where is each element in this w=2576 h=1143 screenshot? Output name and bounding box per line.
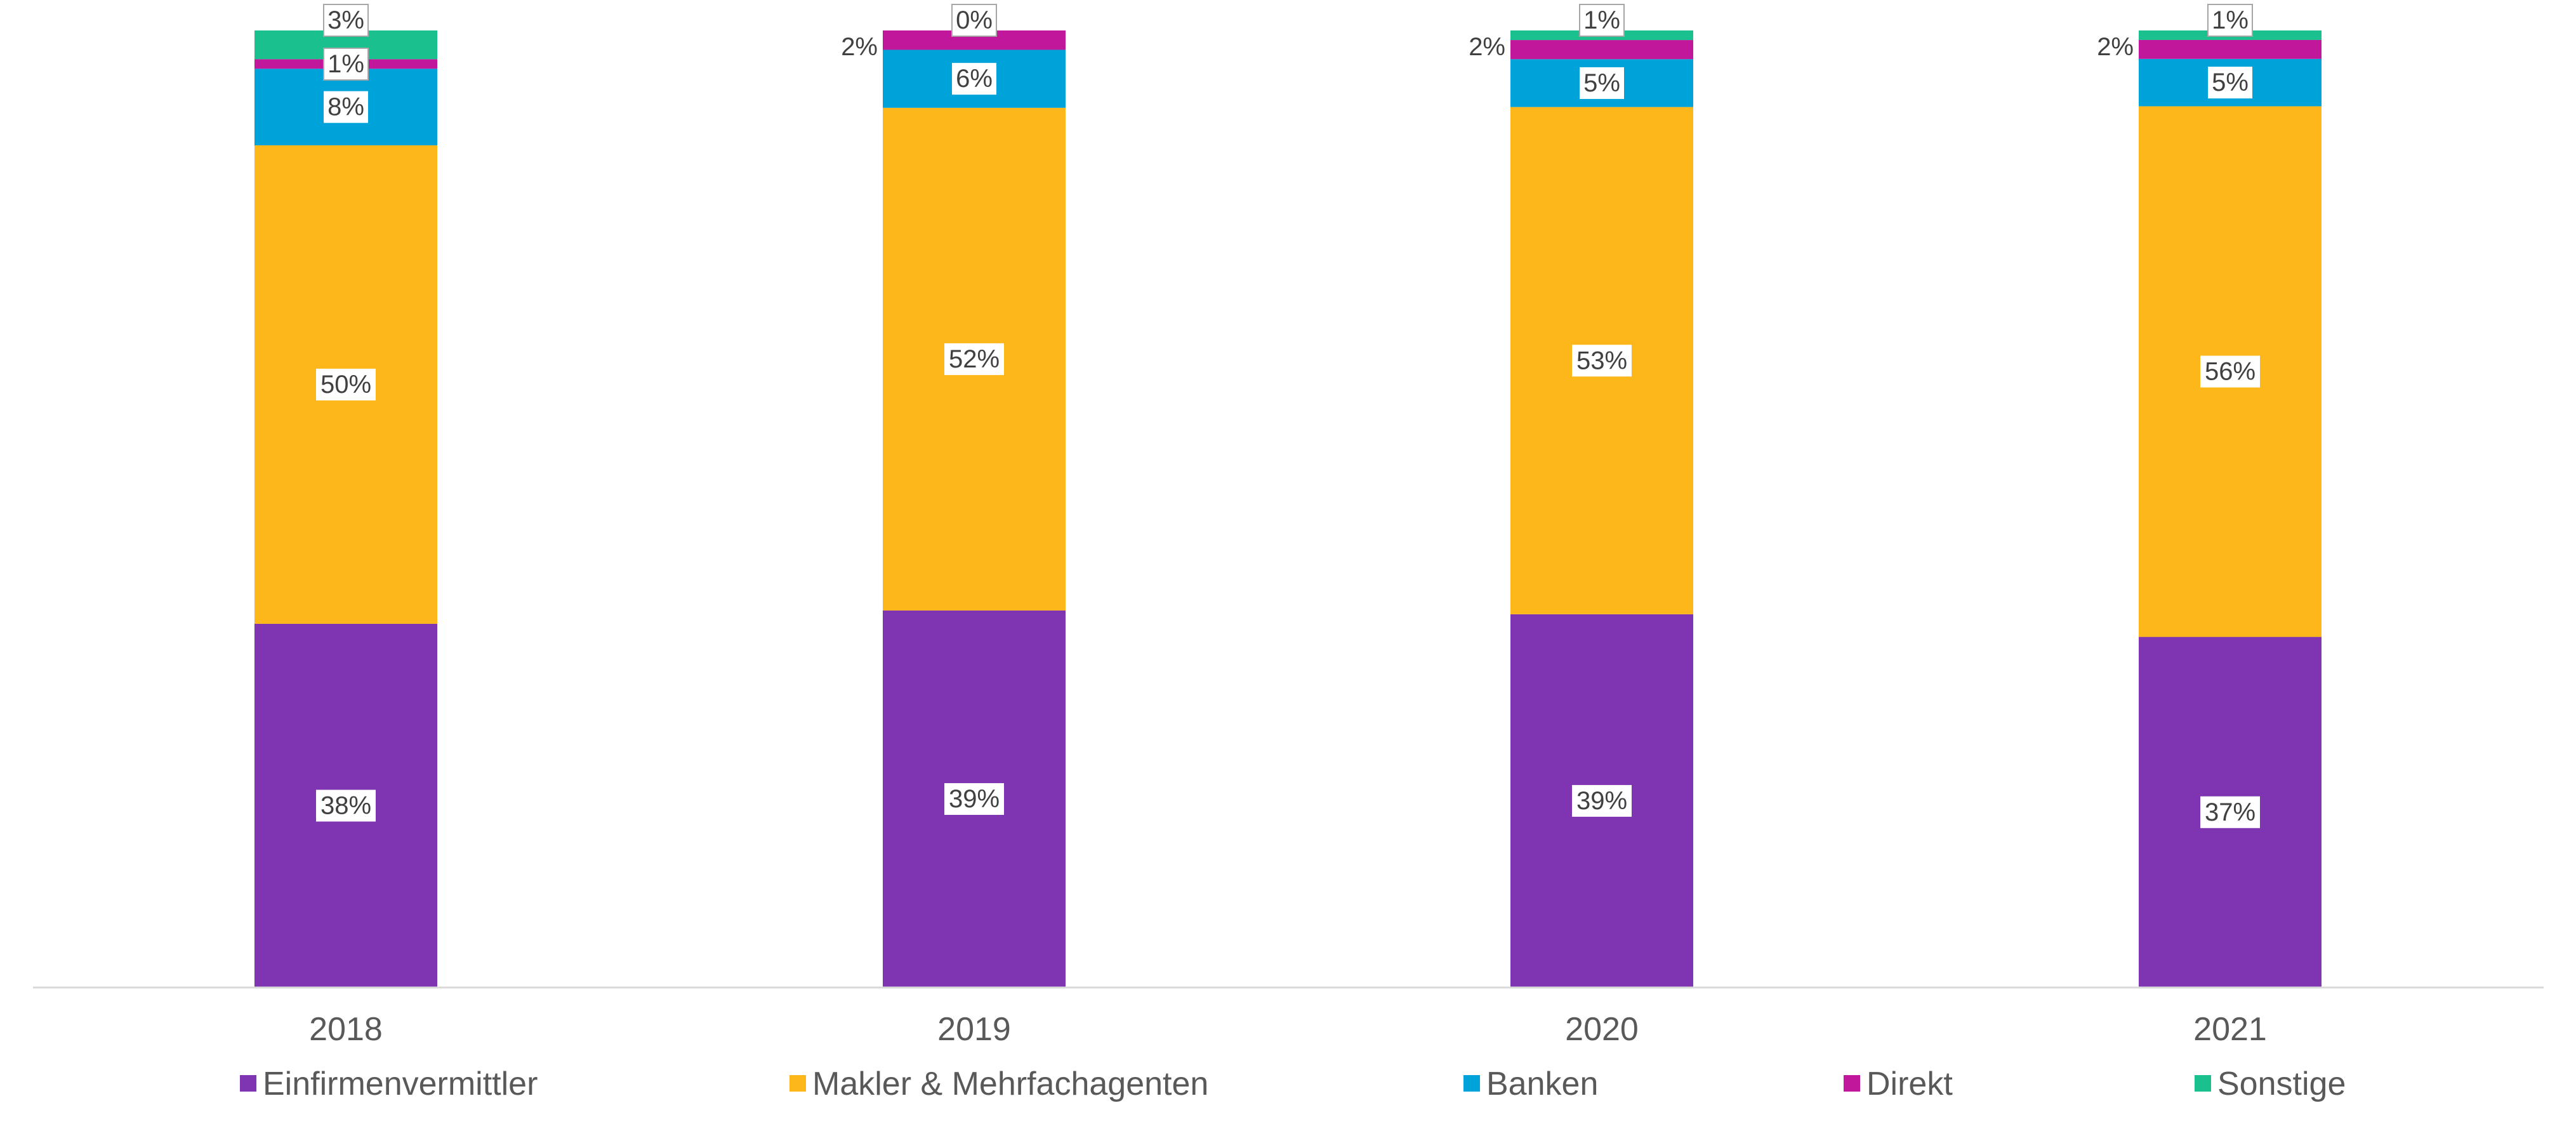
x-tick-label-2018: 2018 xyxy=(309,1011,383,1048)
data-label-text: 3% xyxy=(327,6,364,34)
data-label-box xyxy=(1572,784,1632,817)
data-label-text: 50% xyxy=(320,371,371,399)
data-label-box xyxy=(952,63,996,95)
data-label-text: 2% xyxy=(1469,33,1505,61)
data-label-einfirmenvermittler-2018: 38% xyxy=(316,790,376,822)
x-tick-label-2021: 2021 xyxy=(2193,1011,2267,1048)
data-label-sonstige-2021: 1% xyxy=(2207,4,2253,37)
legend-label: Makler & Mehrfachagenten xyxy=(812,1066,1208,1102)
data-label-box xyxy=(324,91,368,123)
data-label-box xyxy=(2200,796,2260,828)
data-label-box xyxy=(2208,67,2252,99)
data-label-einfirmenvermittler-2021: 37% xyxy=(2200,796,2260,828)
data-label-text: 1% xyxy=(1583,6,1620,34)
legend-item-makler-mehrfachagenten: Makler & Mehrfachagenten xyxy=(789,1066,1208,1102)
data-label-einfirmenvermittler-2019: 39% xyxy=(944,783,1004,815)
data-label-text: 38% xyxy=(320,791,371,819)
legend-swatch xyxy=(240,1075,256,1092)
bar-segment-direkt-2020 xyxy=(1510,40,1693,60)
data-label-text: 37% xyxy=(2205,798,2256,826)
data-label-box xyxy=(951,4,997,37)
data-label-box xyxy=(944,343,1004,375)
data-label-box xyxy=(2207,4,2253,37)
data-label-makler-mehrfachagenten-2020: 53% xyxy=(1572,345,1632,377)
data-label-box xyxy=(323,4,369,37)
data-label-banken-2020: 5% xyxy=(1580,67,1624,99)
x-tick-labels: 2018 2019 2020 2021 xyxy=(309,1011,2267,1048)
data-label-direkt-2021: 2% xyxy=(2097,33,2134,61)
data-label-banken-2018: 8% xyxy=(324,91,368,123)
data-label-text: 8% xyxy=(327,93,364,121)
legend: Einfirmenvermittler Makler & Mehrfachagen… xyxy=(240,1066,2346,1102)
data-label-sonstige-2020: 1% xyxy=(1579,4,1625,37)
data-label-text: 1% xyxy=(327,50,364,78)
x-tick-label-2020: 2020 xyxy=(1565,1011,1639,1048)
data-label-text: 53% xyxy=(1576,347,1627,374)
data-label-text: 6% xyxy=(956,65,993,93)
legend-item-sonstige: Sonstige xyxy=(2195,1066,2346,1102)
data-label-box xyxy=(316,790,376,822)
data-labels-layer: 38% 50% 8% 1% 3% 39% 52% 6% 2% 0% 39% 53% 5% 2% 1% 37% 5… xyxy=(316,4,2260,828)
data-label-makler-mehrfachagenten-2018: 50% xyxy=(316,368,376,400)
legend-item-direkt: Direkt xyxy=(1844,1066,1953,1102)
data-label-box xyxy=(1580,67,1624,99)
legend-item-banken: Banken xyxy=(1463,1066,1598,1102)
data-label-sonstige-2019: 0% xyxy=(951,4,997,37)
data-label-text: 39% xyxy=(949,785,1000,813)
data-label-makler-mehrfachagenten-2019: 52% xyxy=(944,343,1004,375)
legend-swatch xyxy=(789,1075,806,1092)
data-label-banken-2021: 5% xyxy=(2208,67,2252,99)
data-label-text: 5% xyxy=(2212,69,2249,96)
data-label-direkt-2020: 2% xyxy=(1469,33,1505,61)
legend-swatch xyxy=(2195,1075,2211,1092)
data-label-text: 2% xyxy=(2097,33,2134,61)
data-label-box xyxy=(1572,345,1632,377)
legend-label: Einfirmenvermittler xyxy=(263,1066,538,1102)
data-label-text: 56% xyxy=(2205,358,2256,386)
x-tick-label-2019: 2019 xyxy=(937,1011,1011,1048)
data-label-box xyxy=(316,368,376,400)
data-label-einfirmenvermittler-2020: 39% xyxy=(1572,784,1632,817)
data-label-text: 39% xyxy=(1576,787,1627,815)
legend-label: Banken xyxy=(1486,1066,1598,1102)
data-label-box xyxy=(944,783,1004,815)
data-label-makler-mehrfachagenten-2021: 56% xyxy=(2200,355,2260,388)
legend-swatch xyxy=(1844,1075,1860,1092)
bar-segment-direkt-2021 xyxy=(2139,39,2322,59)
data-label-direkt-2019: 2% xyxy=(841,33,878,61)
data-label-box xyxy=(2200,355,2260,388)
legend-label: Direkt xyxy=(1866,1066,1953,1102)
bars-layer xyxy=(254,30,2322,988)
data-label-text: 52% xyxy=(949,345,1000,373)
data-label-text: 0% xyxy=(956,6,993,34)
data-label-direkt-2018: 1% xyxy=(323,48,369,81)
data-label-box xyxy=(1579,4,1625,37)
legend-label: Sonstige xyxy=(2217,1066,2346,1102)
data-label-text: 2% xyxy=(841,33,878,61)
data-label-text: 1% xyxy=(2212,6,2249,34)
data-label-sonstige-2018: 3% xyxy=(323,4,369,37)
data-label-box xyxy=(323,48,369,81)
data-label-text: 5% xyxy=(1583,69,1620,97)
data-label-banken-2019: 6% xyxy=(952,63,996,95)
legend-swatch xyxy=(1463,1075,1480,1092)
legend-item-einfirmenvermittler: Einfirmenvermittler xyxy=(240,1066,538,1102)
